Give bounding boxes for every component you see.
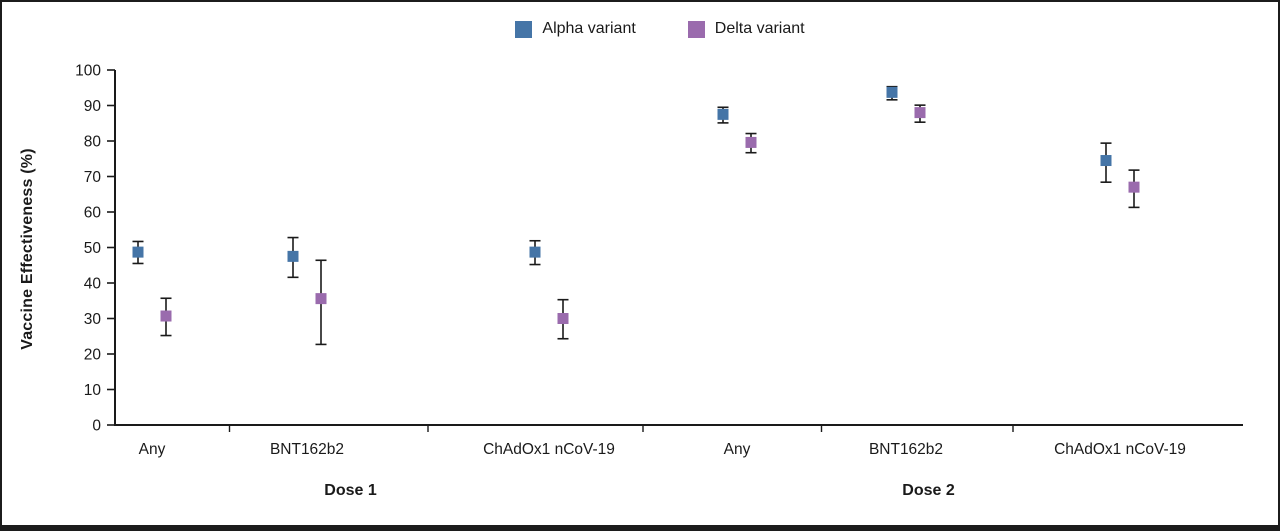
x-category-label: ChAdOx1 nCoV-19 (483, 441, 615, 458)
x-category-label: Any (724, 441, 751, 458)
y-tick-label: 90 (84, 98, 102, 115)
y-tick-label: 0 (92, 418, 101, 435)
y-axis-title: Vaccine Effectiveness (%) (19, 148, 36, 350)
data-point (160, 310, 172, 322)
data-point (529, 246, 541, 258)
y-tick-label: 60 (84, 205, 102, 222)
data-point (132, 246, 144, 258)
x-category-label: Any (139, 441, 166, 458)
y-tick-label: 30 (84, 311, 102, 328)
x-category-label: ChAdOx1 nCoV-19 (1054, 441, 1186, 458)
y-tick-label: 100 (75, 63, 101, 80)
dose-group-label: Dose 2 (902, 482, 955, 499)
y-tick-label: 70 (84, 169, 102, 186)
y-tick-label: 20 (84, 347, 102, 364)
y-tick-label: 80 (84, 134, 102, 151)
data-point (914, 107, 926, 119)
data-point (1128, 181, 1140, 193)
data-point (745, 136, 757, 148)
dose-group-label: Dose 1 (324, 482, 377, 499)
y-tick-label: 10 (84, 382, 102, 399)
data-point (287, 250, 299, 262)
data-point (1100, 155, 1112, 167)
data-point (315, 293, 327, 305)
x-category-label: BNT162b2 (270, 441, 344, 458)
data-point (886, 86, 898, 98)
data-point (557, 313, 569, 324)
x-category-label: BNT162b2 (869, 441, 943, 458)
y-tick-label: 50 (84, 240, 102, 257)
y-tick-label: 40 (84, 276, 102, 293)
data-point (717, 108, 729, 120)
